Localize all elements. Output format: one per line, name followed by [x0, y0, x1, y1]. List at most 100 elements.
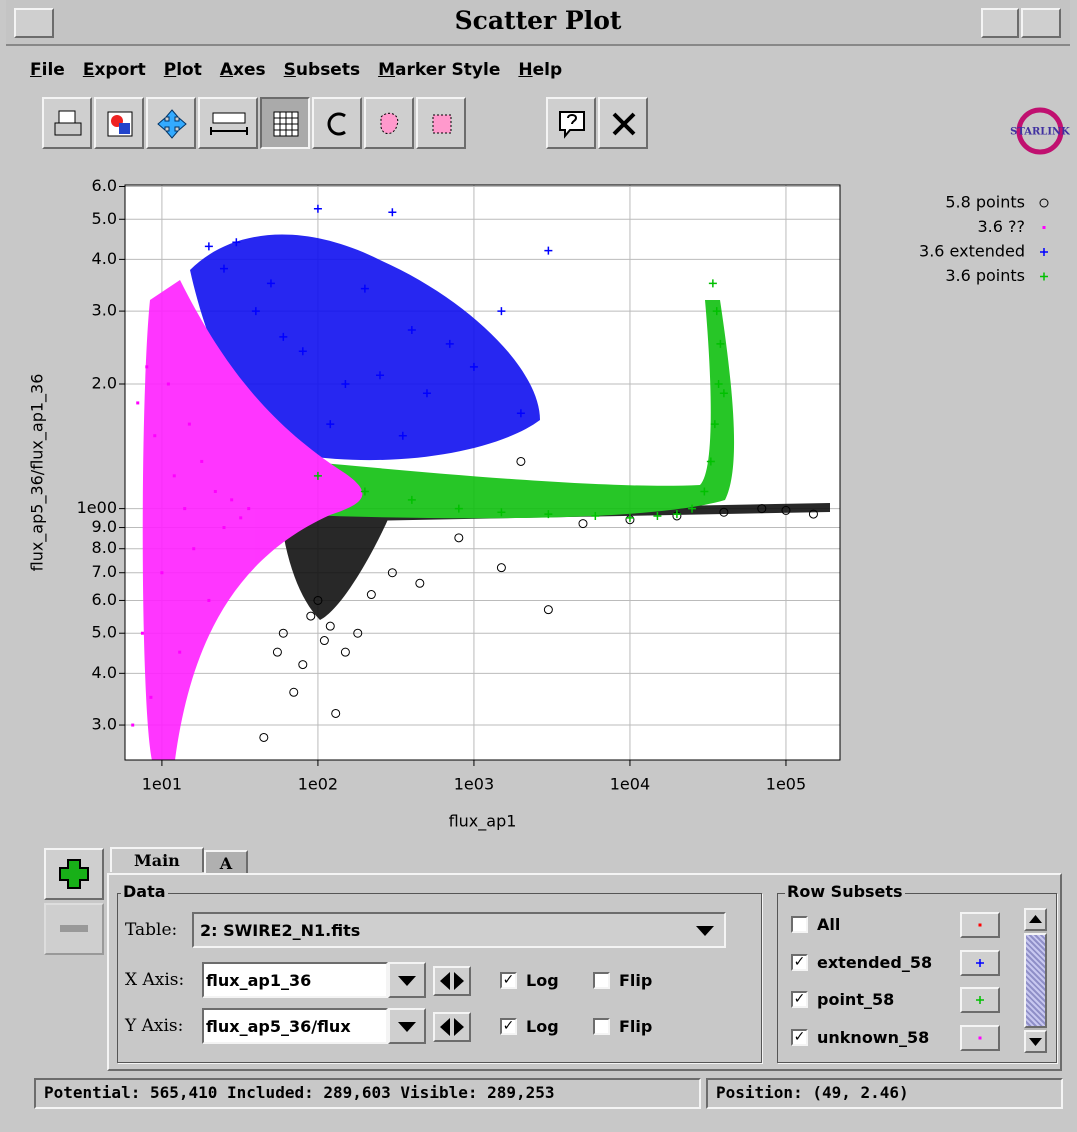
menu-item[interactable]: Plot: [163, 60, 202, 80]
minimize-button[interactable]: [981, 8, 1019, 38]
tab[interactable]: Main: [110, 847, 204, 872]
point: [625, 513, 634, 522]
window-menu-button[interactable]: [14, 8, 54, 38]
axis-field[interactable]: flux_ap5_36/flux: [202, 1008, 388, 1044]
scroll-down[interactable]: [1024, 1030, 1047, 1053]
point: [700, 487, 709, 496]
point: [497, 508, 506, 517]
point: [398, 431, 407, 440]
point: [313, 595, 323, 605]
tab[interactable]: A: [203, 850, 249, 875]
group-title: Data: [121, 882, 168, 901]
maximize-button[interactable]: [1021, 8, 1061, 38]
subset-style-button[interactable]: [960, 1024, 1000, 1051]
point: [272, 647, 282, 657]
point: [251, 307, 260, 316]
axes: 1e01 1e02 1e03 1e04 1e05 6.0 5.0 4.0 3.0 2.0 1e009…: [28, 176, 807, 832]
point: [360, 487, 369, 496]
log-label: Log: [526, 1017, 559, 1036]
y-tick-label: 3.0: [92, 715, 117, 734]
table-value: 2: SWIRE2_N1.fits: [200, 921, 361, 940]
point: [298, 660, 308, 670]
axis-dropdown[interactable]: [388, 962, 426, 998]
point: [445, 339, 454, 348]
data-group: [117, 893, 762, 1063]
point: [200, 459, 204, 463]
menu-item[interactable]: File: [30, 60, 65, 80]
scroll-thumb[interactable]: [1024, 933, 1047, 1028]
menu-item[interactable]: Subsets: [283, 60, 361, 80]
row-subsets-group: [777, 893, 1057, 1063]
log-checkbox[interactable]: ✓: [500, 972, 517, 989]
help-button[interactable]: [546, 97, 596, 149]
visible-subset-button[interactable]: [416, 97, 466, 149]
subset-checkbox[interactable]: ✓: [791, 991, 808, 1008]
print-button[interactable]: [42, 97, 92, 149]
point: [719, 507, 729, 517]
density-clouds: [142, 234, 830, 760]
point: [591, 511, 600, 520]
subset-style-button[interactable]: [960, 987, 1000, 1013]
menu-item[interactable]: Help: [518, 60, 563, 80]
log-label: Log: [526, 971, 559, 990]
menu-item[interactable]: Export: [82, 60, 146, 80]
blob-subset-button[interactable]: [364, 97, 414, 149]
group-title: Row Subsets: [785, 882, 905, 901]
export-image-button[interactable]: [94, 97, 144, 149]
y-tick-label: 6.0: [92, 590, 117, 609]
axis-title-button[interactable]: [198, 97, 258, 149]
remove-layer-button[interactable]: [44, 903, 104, 955]
pan-button[interactable]: [146, 97, 196, 149]
replot-button[interactable]: [312, 97, 362, 149]
subset-checkbox[interactable]: [791, 916, 808, 933]
subset-marker: [976, 958, 984, 967]
subset-style-button[interactable]: [960, 912, 1000, 938]
scrollbar[interactable]: [1024, 908, 1047, 1053]
point: [388, 208, 397, 217]
x-tick-label: 1e05: [766, 775, 806, 794]
x-tick-label: 1e03: [454, 775, 494, 794]
point: [353, 628, 363, 638]
subset-style-button[interactable]: [960, 949, 1000, 976]
point: [415, 578, 425, 588]
point: [578, 519, 588, 529]
flip-label: Flip: [619, 971, 653, 990]
point: [326, 420, 335, 429]
point: [716, 339, 725, 348]
menu-item[interactable]: Marker Style: [378, 60, 501, 80]
point: [516, 456, 526, 466]
table-selector[interactable]: 2: SWIRE2_N1.fits: [192, 912, 726, 948]
point: [266, 279, 275, 288]
point: [160, 571, 164, 575]
subset-checkbox[interactable]: ✓: [791, 953, 808, 971]
density-cloud: [280, 504, 390, 620]
point: [178, 650, 182, 654]
add-layer-button[interactable]: [44, 848, 104, 900]
axis-dropdown[interactable]: [388, 1008, 426, 1044]
legend-label: 3.6 extended: [919, 242, 1025, 261]
menu-item[interactable]: Axes: [219, 60, 266, 80]
flip-checkbox[interactable]: [593, 1018, 610, 1035]
legend-label: 3.6 ??: [977, 217, 1025, 236]
legend-marker: [1039, 198, 1049, 208]
point: [653, 511, 662, 520]
axis-stepper[interactable]: [433, 1012, 471, 1042]
axis-stepper[interactable]: [433, 966, 471, 996]
close-button[interactable]: [598, 97, 648, 149]
axis-field[interactable]: flux_ap1_36: [202, 962, 388, 998]
legend-label: 5.8 points: [945, 193, 1025, 212]
axis-value: flux_ap1_36: [206, 971, 312, 990]
log-checkbox[interactable]: ✓: [500, 1018, 517, 1035]
flip-checkbox[interactable]: [593, 972, 610, 989]
grid-button[interactable]: [260, 97, 310, 149]
subset-checkbox[interactable]: ✓: [791, 1028, 808, 1046]
subset-marker-swatch: [978, 923, 982, 927]
scroll-up[interactable]: [1024, 908, 1047, 931]
point: [376, 371, 385, 380]
subset-name: All: [817, 915, 841, 934]
subset-marker: [978, 923, 982, 927]
point: [172, 474, 176, 478]
point: [239, 516, 243, 520]
point: [145, 365, 149, 369]
x-tick-label: 1e01: [142, 775, 182, 794]
